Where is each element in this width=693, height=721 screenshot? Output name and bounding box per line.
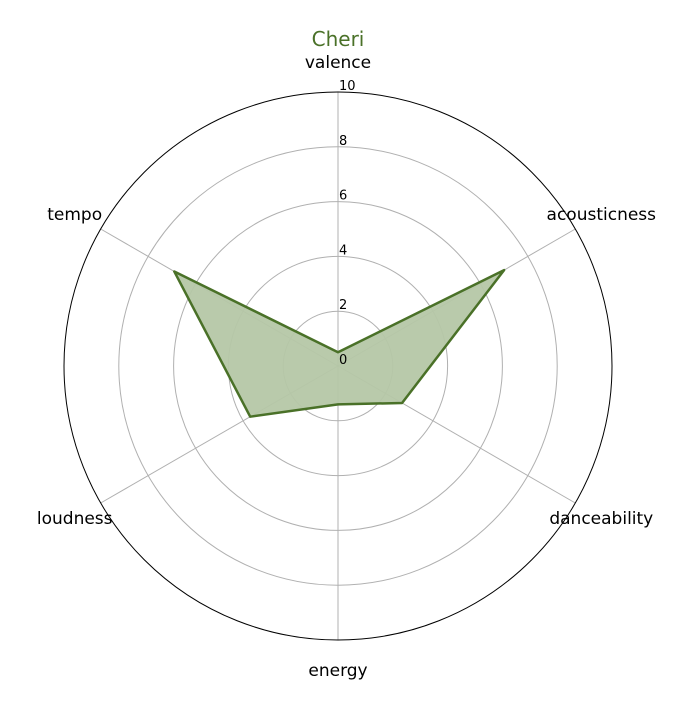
r-tick-label: 0 <box>339 353 347 368</box>
radar-series <box>173 268 506 418</box>
axis-label-loudness: loudness <box>37 509 113 529</box>
radar-labels: 0 2 4 6 8 10 valence acousticness danceability en… <box>37 53 656 681</box>
radar-grid <box>63 91 613 641</box>
r-tick-label: 10 <box>339 79 356 94</box>
axis-label-acousticness: acousticness <box>547 205 657 225</box>
axis-label-tempo: tempo <box>47 205 102 225</box>
r-tick-label: 4 <box>339 243 347 258</box>
axis-label-energy: energy <box>308 661 367 681</box>
r-tick-label: 2 <box>339 298 347 313</box>
axis-label-danceability: danceability <box>549 509 653 529</box>
r-tick-label: 6 <box>339 189 347 204</box>
series-area <box>173 268 506 418</box>
polar-frame <box>63 91 613 641</box>
r-tick-label: 8 <box>339 134 347 149</box>
axis-label-valence: valence <box>305 53 371 73</box>
chart-title: Cheri <box>312 27 365 51</box>
